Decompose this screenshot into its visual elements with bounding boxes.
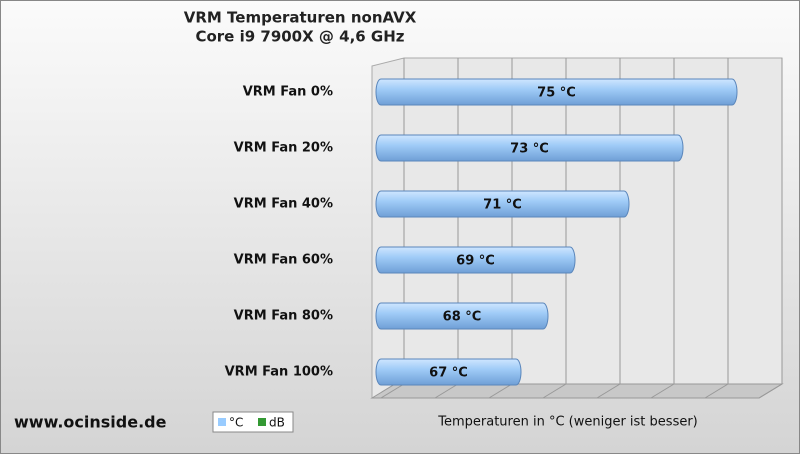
y-tick-label: VRM Fan 20%	[234, 141, 333, 156]
grid-line	[488, 383, 513, 399]
grid-line	[704, 383, 729, 399]
legend-swatch	[218, 418, 226, 426]
data-label: 71 °C	[483, 198, 522, 213]
data-label: 67 °C	[429, 366, 468, 381]
bar	[375, 190, 630, 218]
plot-wall	[371, 57, 783, 399]
bar	[375, 358, 522, 386]
legend-swatch	[258, 418, 266, 426]
y-tick-label: VRM Fan 0%	[243, 85, 333, 100]
grid-line	[542, 383, 567, 399]
bar	[375, 134, 684, 162]
grid-line	[650, 383, 675, 399]
grid-line	[596, 383, 621, 399]
bar	[375, 246, 576, 274]
watermark: www.ocinside.de	[14, 413, 167, 432]
grid-line	[434, 383, 459, 399]
y-tick-label: VRM Fan 60%	[234, 253, 333, 268]
y-tick-label: VRM Fan 80%	[234, 309, 333, 324]
data-label: 73 °C	[510, 142, 549, 157]
chart-title: VRM Temperaturen nonAVX	[184, 9, 417, 27]
bar	[375, 302, 549, 330]
plot-floor	[370, 383, 784, 399]
grid-line	[758, 383, 783, 399]
bar	[375, 78, 738, 106]
y-tick-label: VRM Fan 100%	[225, 365, 333, 380]
chart-subtitle: Core i9 7900X @ 4,6 GHz	[195, 28, 404, 46]
x-axis-title: Temperaturen in °C (weniger ist besser)	[437, 415, 698, 430]
legend-box	[212, 411, 294, 433]
data-label: 69 °C	[456, 254, 495, 269]
data-label: 75 °C	[537, 86, 576, 101]
legend-label: dB	[269, 416, 285, 430]
data-label: 68 °C	[443, 310, 482, 325]
y-tick-label: VRM Fan 40%	[234, 197, 333, 212]
grid-line	[380, 383, 405, 399]
legend-label: °C	[229, 416, 243, 430]
